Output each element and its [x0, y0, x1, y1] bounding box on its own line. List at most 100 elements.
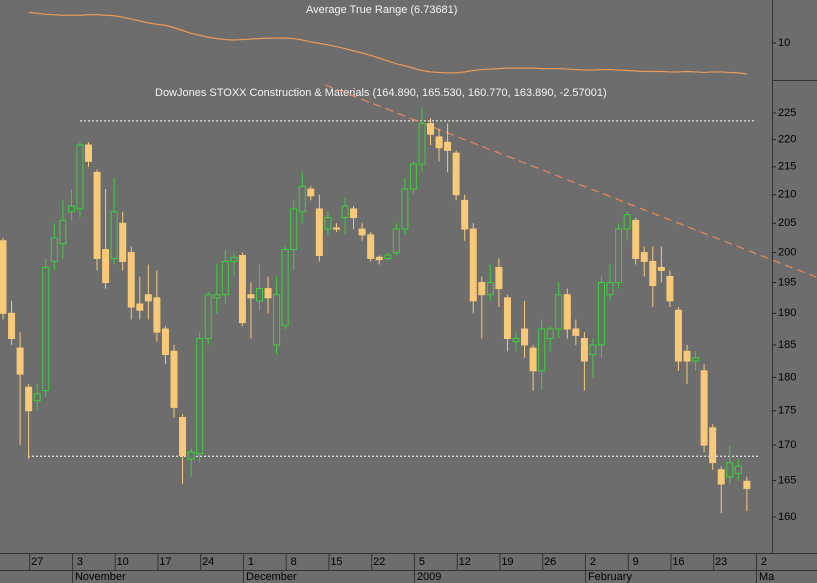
candle-body [589, 344, 597, 356]
candle-body [324, 217, 332, 230]
candle-body [478, 282, 486, 296]
candle-body [367, 234, 375, 259]
x-tick-label: 15 [330, 556, 342, 568]
candle-body [461, 199, 469, 230]
candle-body [161, 328, 169, 356]
trend-line [324, 84, 817, 278]
y-tick-label: 180 [778, 371, 796, 383]
candle-body [615, 228, 623, 284]
candle-body [392, 228, 400, 254]
candle-body [67, 205, 75, 213]
x-tick-label: 27 [31, 556, 43, 568]
y-tick-label: 225 [778, 107, 796, 119]
candle-body [332, 227, 340, 230]
x-tick-label: 2 [761, 556, 767, 568]
candle-body [25, 386, 33, 412]
candle-body [666, 275, 674, 302]
candle-body [529, 347, 537, 372]
candle-body [102, 249, 110, 284]
candle-body [512, 338, 520, 343]
candle-body [127, 252, 135, 308]
candle-body [110, 211, 118, 259]
y-tick-label: 170 [778, 439, 796, 451]
y-tick-label: 190 [778, 307, 796, 319]
candle-body [85, 144, 92, 162]
candle-body [700, 370, 708, 446]
y-tick-label: 165 [778, 474, 796, 486]
candle-body [726, 462, 734, 478]
candle-body [469, 228, 477, 302]
candle-body [213, 294, 221, 299]
x-tick-label: 12 [459, 556, 471, 568]
candle-body [546, 328, 554, 340]
y-tick-label: 160 [778, 511, 796, 523]
candle-body [33, 393, 41, 402]
candle-body [435, 136, 443, 149]
candle-body [281, 249, 289, 327]
candle-body [409, 163, 417, 190]
candle-body [0, 240, 7, 314]
candle-body [93, 171, 101, 259]
x-tick-label: 19 [501, 556, 513, 568]
candle-body [290, 208, 298, 251]
candle-body [709, 427, 717, 464]
candle-body [521, 328, 529, 346]
x-tick-label: 17 [159, 556, 171, 568]
candle-body [315, 208, 323, 256]
candle-body [298, 185, 306, 213]
y-tick-label: 10 [778, 37, 790, 49]
candle-body [503, 297, 511, 340]
candle-body [187, 451, 195, 460]
candle-body [144, 294, 152, 302]
candle-body [649, 260, 657, 287]
candle-body [119, 222, 127, 262]
candle-body [623, 214, 631, 230]
candle-body [495, 266, 503, 290]
candle-body [427, 123, 434, 135]
candle-body [153, 297, 161, 333]
candle-body [350, 208, 358, 219]
candle-body [136, 303, 144, 311]
candle-body [692, 357, 700, 362]
y-tick-label: 210 [778, 189, 796, 201]
y-tick-label: 200 [778, 246, 796, 258]
candle-body [179, 417, 187, 457]
candle-body [717, 469, 725, 485]
candle-body [538, 328, 546, 372]
y-tick-label: 215 [778, 161, 796, 173]
candle-body [358, 228, 366, 236]
x-tick-label: 2 [590, 556, 596, 568]
candle-body [486, 282, 494, 296]
candle-body [444, 141, 452, 151]
chart-title: DowJones STOXX Construction & Materials … [155, 87, 607, 99]
candle-body [238, 254, 246, 324]
candle-body [674, 309, 682, 362]
x-tick-label: 5 [419, 556, 425, 568]
candle-body [307, 188, 315, 197]
y-tick-label: 205 [778, 217, 796, 229]
candle-body [580, 338, 588, 362]
x-group-label: 2009 [417, 571, 441, 583]
candle-body [743, 480, 751, 489]
candle-body [221, 260, 229, 296]
candle-body [59, 219, 67, 245]
x-group-label: February [588, 571, 633, 583]
candle-body [264, 288, 272, 299]
candle-body [418, 123, 426, 165]
x-group-label: November [75, 571, 126, 583]
x-tick-label: 23 [715, 556, 727, 568]
candle-body [657, 266, 665, 271]
candle-body [606, 282, 614, 296]
candle-body [50, 237, 58, 262]
candle-body [256, 288, 263, 302]
x-tick-label: 3 [77, 556, 83, 568]
x-tick-label: 22 [373, 556, 385, 568]
candle-body [598, 282, 605, 346]
candle-body [563, 294, 571, 330]
candle-body [273, 294, 281, 346]
x-tick-label: 10 [117, 556, 129, 568]
y-tick-label: 195 [778, 276, 796, 288]
y-tick-label: 220 [778, 134, 796, 146]
x-tick-label: 9 [633, 556, 639, 568]
candle-body [16, 347, 24, 375]
